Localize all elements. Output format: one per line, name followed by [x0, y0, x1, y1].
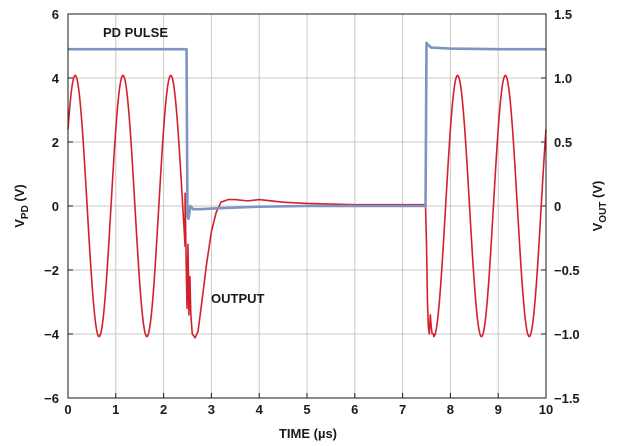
y-right-tick-label: 0.5: [554, 135, 572, 150]
x-tick-label: 8: [447, 402, 454, 417]
x-tick-label: 0: [64, 402, 71, 417]
y-right-tick-label: −1.5: [554, 391, 580, 406]
y-left-tick-label: 4: [52, 71, 60, 86]
pd-pulse-annotation: PD PULSE: [103, 25, 168, 40]
y-axis-right-title: VOUT (V): [590, 181, 609, 232]
x-tick-label: 1: [112, 402, 119, 417]
pd-pulse-series-line: [68, 41, 546, 221]
x-tick-label: 10: [539, 402, 553, 417]
output-series-line: [67, 74, 547, 339]
y-left-tick-label: 6: [52, 7, 59, 22]
y-right-tick-label: −0.5: [554, 263, 580, 278]
y-right-tick-label: 1.0: [554, 71, 572, 86]
y-right-tick-label: −1.0: [554, 327, 580, 342]
y-axis-left-title: VPD (V): [12, 184, 31, 228]
x-axis-title: TIME (µs): [279, 426, 337, 441]
y-left-tick-label: 2: [52, 135, 59, 150]
y-left-tick-label: −6: [44, 391, 59, 406]
x-tick-label: 6: [351, 402, 358, 417]
y-left-tick-label: −2: [44, 263, 59, 278]
x-tick-label: 2: [160, 402, 167, 417]
y-right-tick-label: 1.5: [554, 7, 572, 22]
y-left-tick-label: 0: [52, 199, 59, 214]
x-tick-label: 5: [303, 402, 310, 417]
y-right-tick-label: 0: [554, 199, 561, 214]
x-tick-label: 7: [399, 402, 406, 417]
plot-frame: [67, 13, 547, 399]
y-left-tick-label: −4: [44, 327, 60, 342]
tick-labels: 0 1 2 3 4 5 6 7 8 9 10 6 1.5 4 1.0 2 0.5 0 0 −2 −0.5 −4 −1.0 −6…: [44, 7, 580, 417]
series-layer: [67, 41, 547, 339]
x-tick-label: 3: [208, 402, 215, 417]
x-tick-label: 4: [256, 402, 264, 417]
x-tick-label: 9: [495, 402, 502, 417]
output-annotation: OUTPUT: [211, 291, 265, 306]
